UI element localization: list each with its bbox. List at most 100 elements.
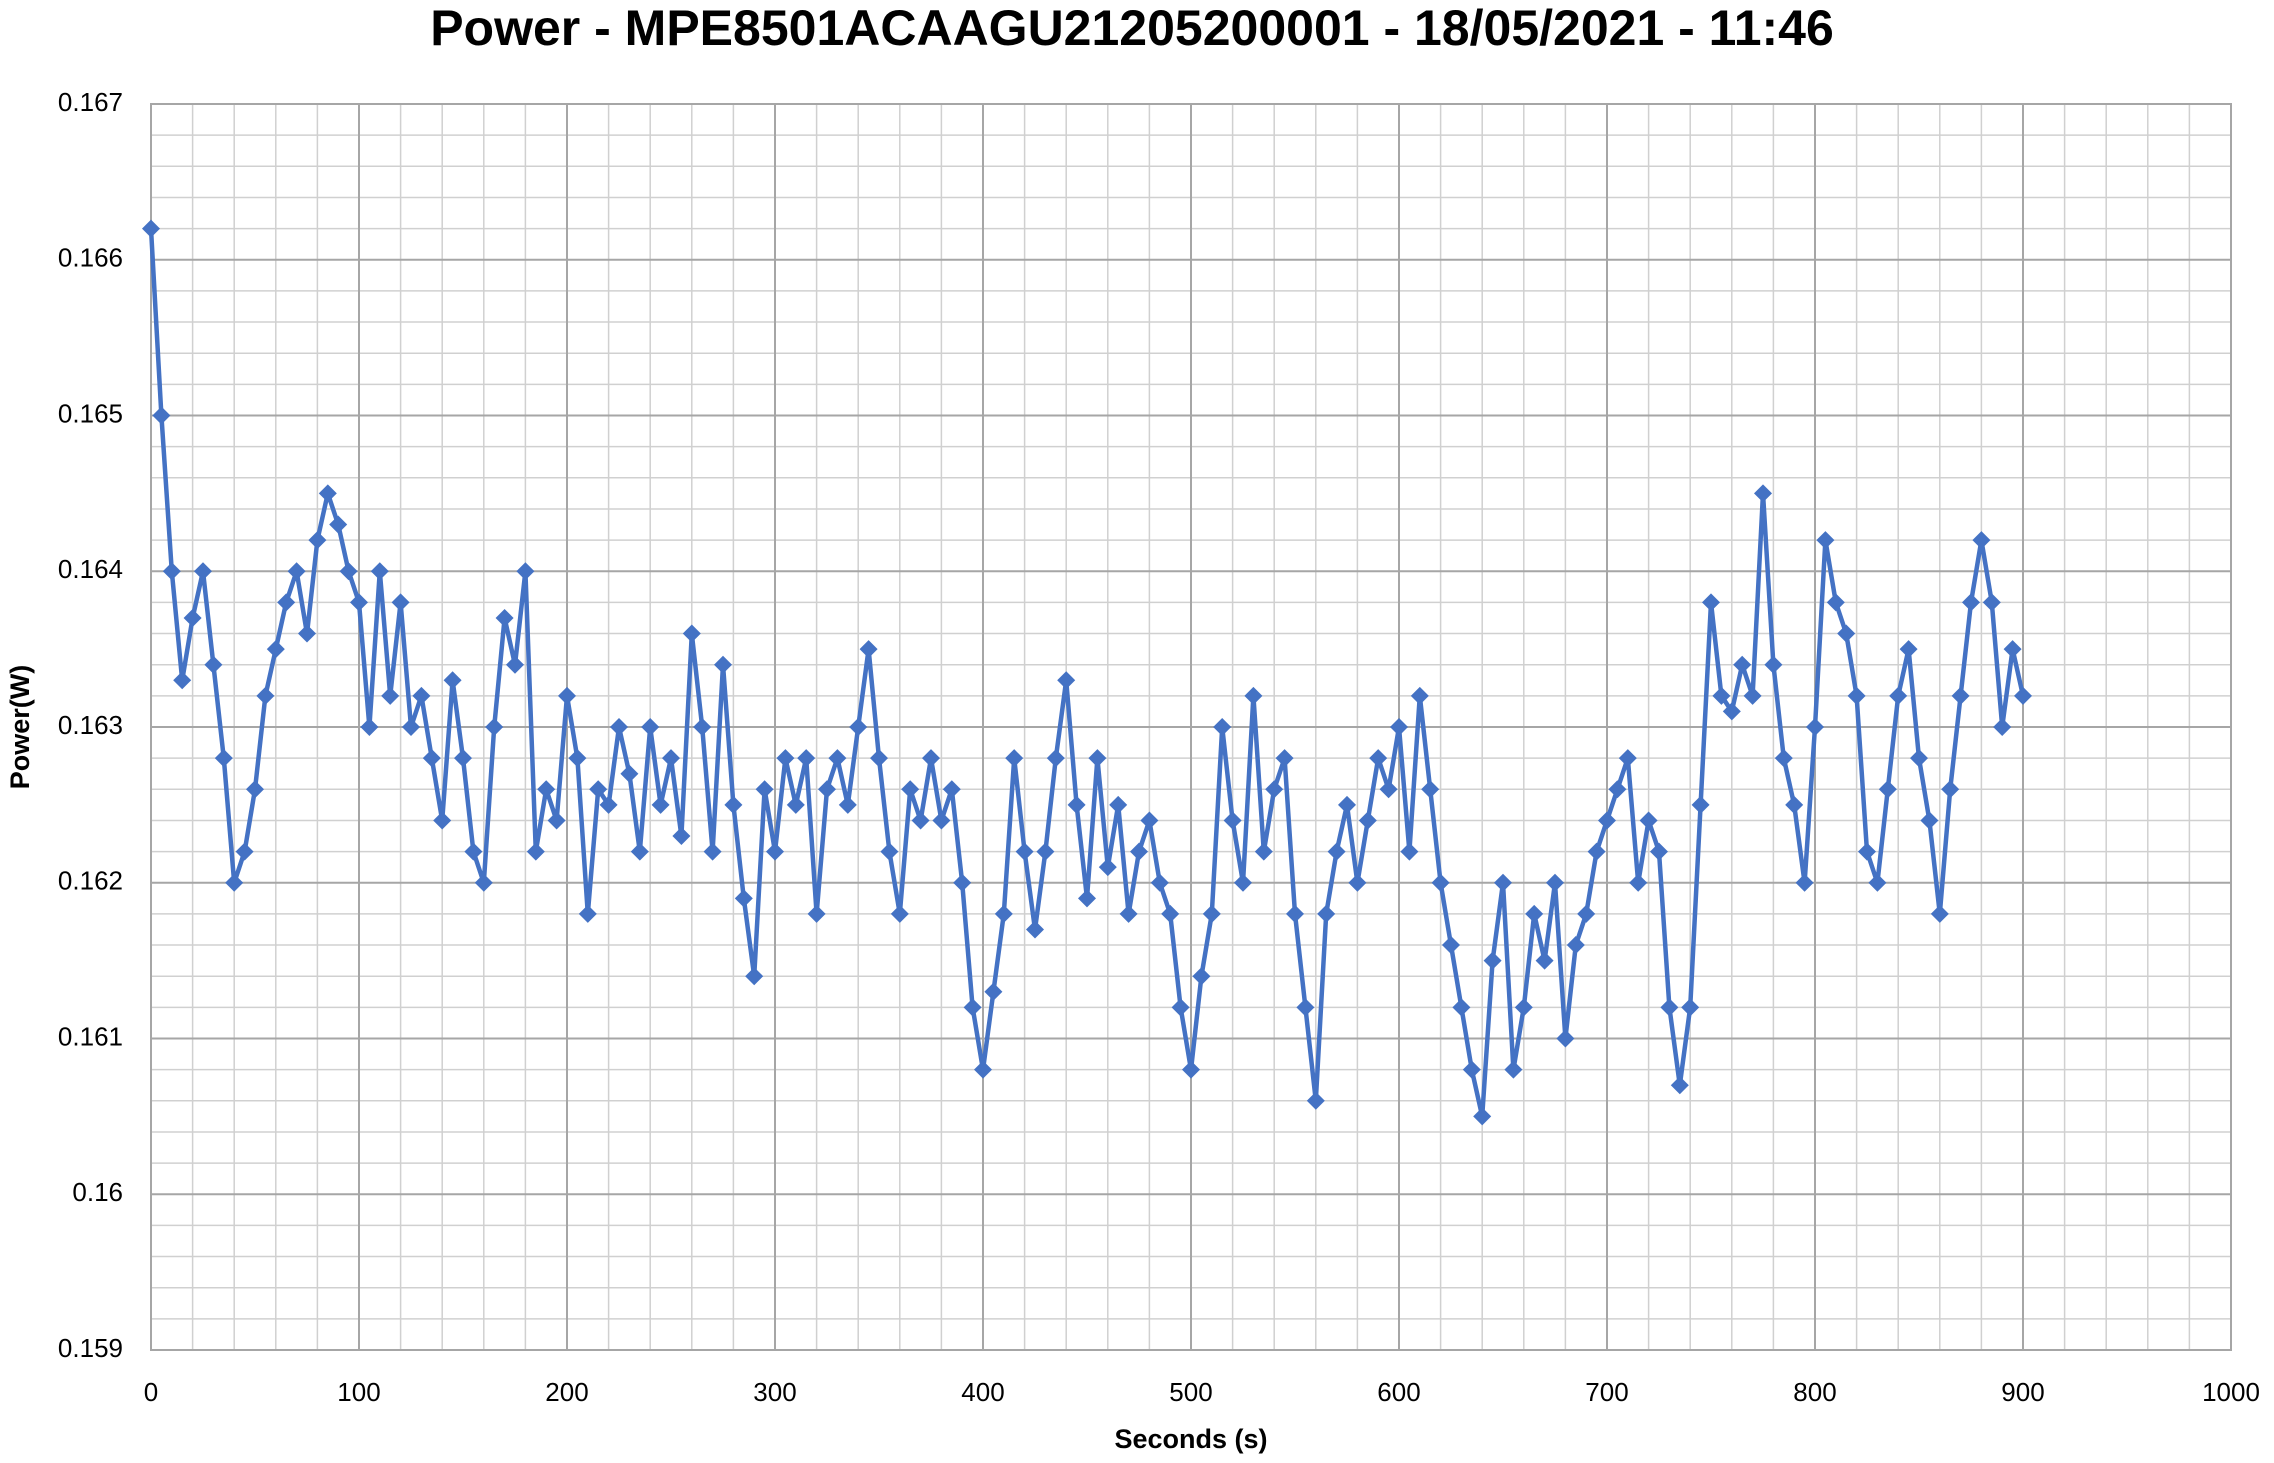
data-point (246, 780, 264, 799)
data-point (1442, 936, 1460, 955)
data-point (1743, 686, 1762, 705)
data-point (1182, 1060, 1200, 1079)
data-point (662, 749, 680, 768)
x-tick-label: 800 (1793, 1377, 1836, 1407)
x-axis-label: Seconds (s) (1114, 1424, 1267, 1454)
data-point (786, 795, 805, 814)
data-point (734, 889, 753, 908)
data-point (1358, 811, 1377, 830)
data-point (1410, 686, 1429, 705)
data-point (578, 904, 597, 923)
data-point (818, 780, 836, 799)
data-point (464, 842, 483, 861)
data-point (797, 749, 816, 768)
data-point (890, 904, 909, 923)
data-point (1202, 904, 1221, 923)
data-point (495, 608, 514, 627)
data-point (1868, 873, 1887, 892)
data-point (454, 749, 472, 768)
x-tick-label: 300 (753, 1377, 796, 1407)
data-point (1234, 873, 1252, 892)
data-point (506, 655, 524, 674)
data-point (620, 764, 639, 783)
data-point (1317, 904, 1336, 923)
data-point (402, 718, 420, 736)
data-point (1213, 718, 1232, 736)
data-point (1119, 904, 1138, 923)
data-point (277, 593, 296, 612)
data-point (1078, 889, 1096, 908)
data-point (1806, 718, 1824, 736)
x-tick-label: 900 (2001, 1377, 2044, 1407)
data-point (776, 749, 795, 768)
data-point (1369, 749, 1388, 768)
data-point (266, 640, 285, 659)
data-point (703, 842, 722, 861)
data-point (807, 904, 826, 923)
data-point (1306, 1091, 1325, 1110)
y-tick-label: 0.162 (58, 866, 123, 896)
data-point (610, 718, 628, 736)
data-point (1993, 718, 2012, 736)
data-point (745, 967, 764, 986)
data-point (1681, 998, 1700, 1017)
data-point (630, 842, 649, 861)
data-point (1899, 640, 1918, 659)
data-point (485, 718, 504, 736)
x-tick-label: 700 (1585, 1377, 1628, 1407)
data-point (443, 671, 462, 690)
data-point (1608, 780, 1627, 799)
x-tick-label: 200 (545, 1377, 588, 1407)
data-point (1556, 1029, 1575, 1048)
data-point (1930, 904, 1949, 923)
data-point (859, 640, 878, 659)
data-point (1026, 920, 1044, 939)
data-point (870, 749, 888, 768)
data-point (828, 749, 847, 768)
data-point (162, 562, 181, 581)
data-point (1826, 593, 1845, 612)
x-tick-label: 100 (337, 1377, 380, 1407)
data-point (1483, 951, 1502, 970)
data-point (1431, 873, 1450, 892)
data-point (1504, 1060, 1523, 1079)
data-point (1140, 811, 1159, 830)
data-point (142, 219, 160, 238)
data-point (329, 515, 348, 534)
data-point (1109, 795, 1128, 814)
data-point (641, 718, 660, 736)
data-point (1858, 842, 1876, 861)
data-point (838, 795, 857, 814)
data-point (1951, 686, 1970, 705)
data-point (1639, 811, 1658, 830)
data-point (339, 562, 358, 581)
data-point (1566, 936, 1585, 955)
data-point (1150, 873, 1169, 892)
data-point (693, 718, 712, 736)
y-tick-label: 0.161 (58, 1021, 123, 1051)
data-point (1618, 749, 1637, 768)
data-point (547, 811, 566, 830)
data-point (1650, 842, 1668, 861)
data-point (2014, 686, 2032, 705)
data-point (1327, 842, 1346, 861)
data-point (766, 842, 784, 861)
data-point (1379, 780, 1398, 799)
data-point (526, 842, 545, 861)
y-tick-label: 0.159 (58, 1333, 123, 1363)
data-point (932, 811, 951, 830)
data-point (1494, 873, 1512, 892)
data-point (1348, 873, 1367, 892)
y-tick-label: 0.163 (58, 710, 123, 740)
data-point (422, 749, 441, 768)
data-point (1067, 795, 1086, 814)
data-point (537, 780, 556, 799)
data-point (984, 982, 1003, 1001)
data-point (1400, 842, 1419, 861)
data-point (672, 827, 691, 846)
data-point (1514, 998, 1533, 1017)
data-point (1785, 795, 1804, 814)
data-point (1722, 702, 1741, 721)
